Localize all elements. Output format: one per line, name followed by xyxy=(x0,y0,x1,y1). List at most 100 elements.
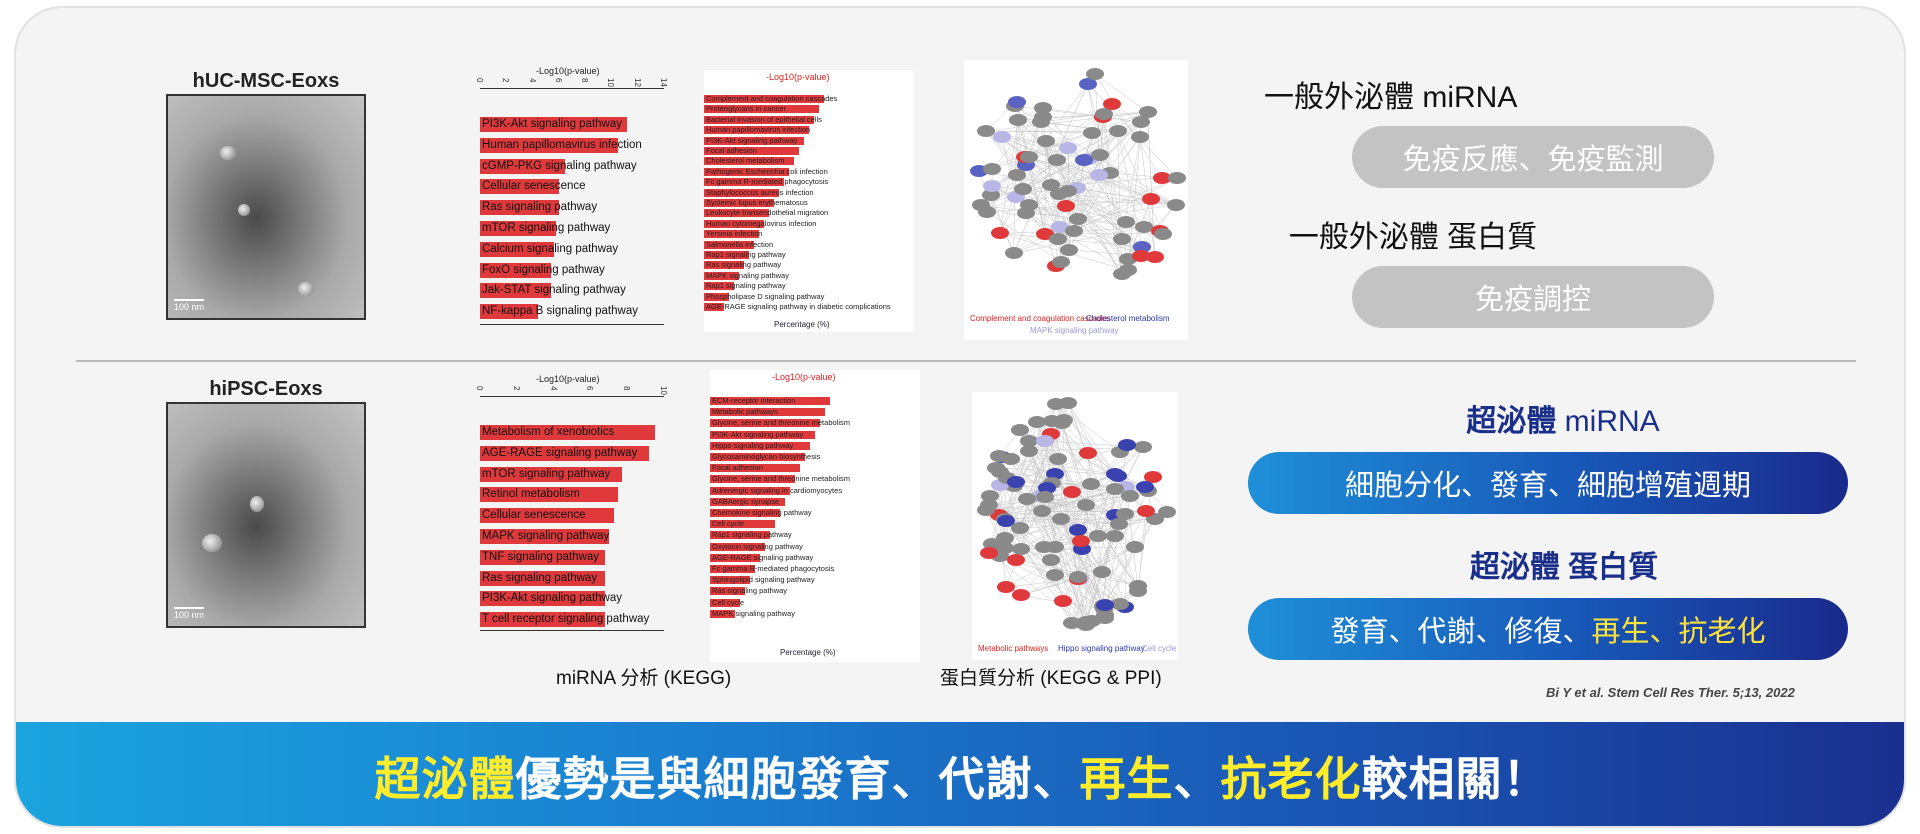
banner-part2: 優勢是與細胞發育、代謝、 xyxy=(515,753,1080,805)
protein-bar xyxy=(704,147,799,155)
network-edge xyxy=(1001,136,1017,198)
protein-bar xyxy=(710,453,805,461)
protein-row: Yersinia infection xyxy=(704,229,904,239)
network-node xyxy=(1075,153,1094,166)
network-node xyxy=(1071,535,1090,548)
protein-bar-label: Pathogenic Escherichia coli infection xyxy=(706,166,828,176)
protein-bar-label: Glycosaminoglycan biosynthesis xyxy=(712,452,821,461)
network-node xyxy=(979,546,998,559)
protein-bar-label: Bacterial invasion of epithelial cells xyxy=(706,114,822,124)
network-node xyxy=(1133,441,1152,454)
protein-xlabel-bottom: Percentage (%) xyxy=(780,648,836,657)
network-edge xyxy=(1077,546,1135,579)
network-edge xyxy=(1069,172,1111,250)
protein-bar-label: GABAergic synapse xyxy=(712,496,780,506)
kegg-bar-label: AGE-RAGE signaling pathway xyxy=(482,446,638,459)
protein-bar xyxy=(710,475,795,484)
content-card: hUC-MSC-Eoxs 100 nm -Log10(p-value) 0 2 4 6… xyxy=(14,6,1906,828)
caption-protein: 蛋白質分析 (KEGG & PPI) xyxy=(940,668,1162,689)
kegg-row: Jak-STAT signaling pathway xyxy=(480,282,664,299)
network-edge xyxy=(989,496,1044,547)
network-edge xyxy=(1020,433,1052,529)
network-node xyxy=(1152,171,1171,184)
network-node xyxy=(1142,192,1161,205)
protein-row: AGE-RAGE signaling pathway in diabetic c… xyxy=(704,302,904,312)
protein-bar-label: Oxytocin signaling pathway xyxy=(712,541,803,551)
protein-bar-label: AGE-RAGE signaling pathway in diabetic c… xyxy=(706,302,891,311)
network-edge xyxy=(1087,83,1178,179)
network-edge xyxy=(1056,404,1120,452)
network-edge xyxy=(1095,74,1148,113)
protein-row: Proteoglycans in cancer xyxy=(704,104,904,114)
kegg-row: Ras signaling pathway xyxy=(480,199,664,216)
protein-row: AGE-RAGE signaling pathway xyxy=(710,553,910,563)
network-node xyxy=(1116,507,1135,520)
kegg-tick: 4 xyxy=(527,78,537,83)
protein-bar xyxy=(704,240,754,249)
protein-bar xyxy=(710,486,790,495)
network-node xyxy=(1049,233,1068,246)
kegg-bar xyxy=(480,612,606,628)
kegg-row: Human papillomavirus infection xyxy=(480,137,664,154)
protein-bar xyxy=(710,397,830,405)
network-edge xyxy=(1077,178,1178,219)
protein-bar-label: Fc gamma R-mediated phagocytosis xyxy=(706,177,829,187)
protein-row: Oxytocin signaling pathway xyxy=(710,542,910,552)
kegg-row: AGE-RAGE signaling pathway xyxy=(480,445,664,462)
network-node xyxy=(1042,414,1061,427)
protein-row: Pathogenic Escherichia coli infection xyxy=(704,167,904,177)
network-node xyxy=(1096,598,1115,611)
protein-row: Glycosaminoglycan biosynthesis xyxy=(710,452,910,462)
protein-bar xyxy=(704,282,734,291)
network-edge xyxy=(1056,404,1156,520)
protein-bar-label: Sphingolipid signaling pathway xyxy=(712,575,815,585)
network-node xyxy=(983,162,1002,175)
network-node xyxy=(1103,97,1122,110)
kegg-bar-label: Cellular senescence xyxy=(482,180,586,193)
network-node xyxy=(1110,597,1129,610)
network-node xyxy=(969,165,988,178)
protein-bar xyxy=(710,520,775,529)
network-node xyxy=(1041,554,1060,567)
protein-row: PI3K-Akt signaling pathway xyxy=(704,136,904,146)
network-edge xyxy=(1039,496,1086,626)
super-mirna-title-a: 超泌體 xyxy=(1466,405,1557,438)
network-node xyxy=(1125,540,1144,553)
network-node xyxy=(1011,522,1030,535)
banner-part3: 再生 xyxy=(1079,753,1174,805)
protein-bar xyxy=(704,199,774,207)
network-node xyxy=(1051,513,1070,526)
scale-bar-top: 100 nm xyxy=(174,299,204,312)
kegg-bar-label: Retinol metabolism xyxy=(482,488,580,501)
protein-row: Fc gamma R-mediated phagocytosis xyxy=(710,564,910,574)
protein-row: Rap1 signaling pathway xyxy=(704,250,904,260)
network-edge xyxy=(1103,518,1156,607)
kegg-bar-label: NF-kappa B signaling pathway xyxy=(482,305,638,318)
kegg-bar-label: Calcium signaling pathway xyxy=(482,242,619,255)
protein-row: Cell cycle xyxy=(710,598,910,608)
network-edge xyxy=(990,194,1014,254)
network-node xyxy=(1091,149,1110,162)
protein-bar xyxy=(710,598,740,607)
kegg-tick: 2 xyxy=(511,386,521,391)
network-edge xyxy=(1077,511,1146,579)
protein-bar-label: Fc gamma R-mediated phagocytosis xyxy=(712,564,835,573)
kegg-bar xyxy=(480,508,615,524)
protein-bar xyxy=(710,553,760,562)
protein-bar-label: Human cytomegalovirus infection xyxy=(706,218,817,228)
kegg-bar xyxy=(480,179,559,195)
network-node xyxy=(1056,200,1075,213)
protein-bar-label: PI3K-Akt signaling pathway xyxy=(712,429,804,439)
network-edge xyxy=(1025,113,1105,166)
kegg-bar-label: PI3K-Akt signaling pathway xyxy=(482,118,622,130)
kegg-row: Calcium signaling pathway xyxy=(480,241,664,258)
protein-bar xyxy=(704,105,819,114)
network-legend-1-top: Complement and coagulation cascades xyxy=(970,314,1111,323)
network-node xyxy=(1136,505,1155,518)
protein-bar-label: Leukocyte transendothelial migration xyxy=(706,208,829,218)
kegg-bar xyxy=(480,200,559,216)
kegg-bar xyxy=(480,137,618,153)
protein-bar xyxy=(704,303,724,311)
network-node xyxy=(1105,530,1124,543)
network-node xyxy=(1068,212,1087,225)
